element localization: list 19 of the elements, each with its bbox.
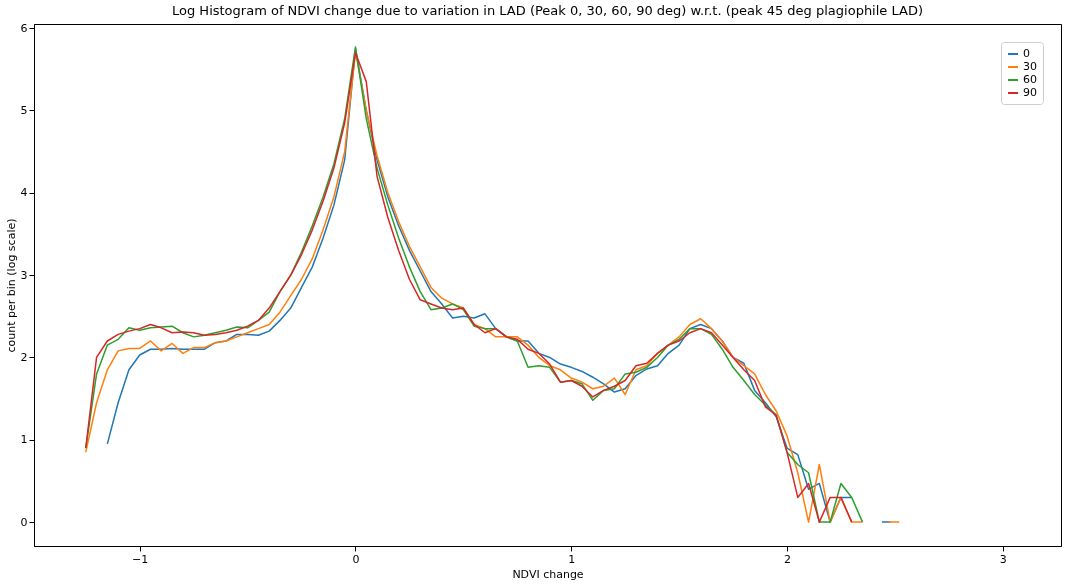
x-tick-label: 2 bbox=[783, 552, 791, 566]
legend-label: 0 bbox=[1023, 47, 1030, 60]
y-tick-label: 4 bbox=[20, 186, 28, 200]
chart-title: Log Histogram of NDVI change due to variation in LAD (Peak 0, 30, 60, 90 deg) w.r.t. (peak 45 deg plagiophile LAD) bbox=[172, 3, 923, 19]
legend-label: 90 bbox=[1023, 86, 1037, 99]
x-axis-title: NDVI change bbox=[512, 567, 584, 581]
y-tick-label: 6 bbox=[20, 21, 28, 35]
y-tick-label: 3 bbox=[20, 268, 28, 282]
legend-label: 30 bbox=[1023, 60, 1037, 73]
x-tick-label: 0 bbox=[352, 552, 360, 566]
x-tick-label: −1 bbox=[132, 552, 149, 566]
y-axis-title: count per bin (log scale) bbox=[4, 218, 18, 353]
y-tick-label: 5 bbox=[20, 103, 28, 117]
y-tick-label: 1 bbox=[20, 433, 28, 447]
x-tick-label: 3 bbox=[999, 552, 1007, 566]
y-tick-label: 2 bbox=[20, 350, 28, 364]
legend-label: 60 bbox=[1023, 73, 1037, 86]
x-tick-label: 1 bbox=[568, 552, 576, 566]
y-tick-label: 0 bbox=[20, 515, 28, 529]
